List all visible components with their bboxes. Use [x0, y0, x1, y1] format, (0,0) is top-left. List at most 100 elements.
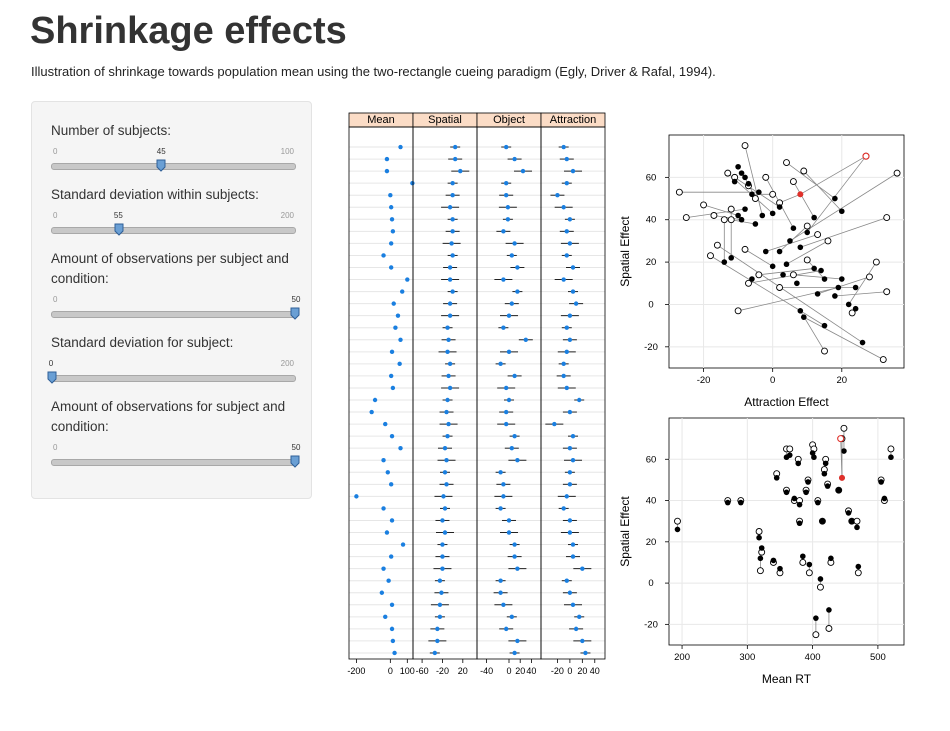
slider-min: 0: [53, 295, 58, 304]
x-tick-label: 100: [400, 666, 415, 676]
panel-frame: [540, 126, 606, 660]
slider-handle[interactable]: [156, 159, 166, 172]
data-point: [386, 578, 391, 583]
data-point: [435, 626, 440, 632]
raw-point: [824, 237, 832, 245]
shrunk-point: [749, 191, 755, 198]
raw-point: [799, 559, 807, 566]
data-point: [520, 168, 526, 174]
data-point: [512, 373, 517, 379]
shrunk-point: [800, 314, 807, 320]
x-tick-label: -200: [347, 666, 365, 676]
shrunk-point: [848, 518, 855, 524]
shrunk-point: [738, 499, 744, 506]
data-point: [442, 470, 448, 475]
shrunk-point: [852, 305, 859, 312]
raw-point: [724, 169, 732, 177]
sd-subject-slider[interactable]: [47, 371, 296, 384]
raw-point: [800, 167, 808, 175]
raw-point: [865, 273, 873, 281]
x-tick-label: 200: [674, 652, 690, 663]
obs-subject-slider[interactable]: [51, 455, 300, 468]
data-point: [501, 482, 506, 487]
raw-point: [713, 241, 721, 249]
raw-point: [741, 142, 749, 150]
data-point: [450, 180, 455, 186]
data-point: [512, 650, 517, 656]
shrunk-point: [832, 195, 838, 202]
shrunk-point: [745, 180, 752, 187]
raw-point: [789, 271, 797, 279]
shrunk-point: [794, 280, 800, 287]
subjects-control: Number of subjects: 0 45 100: [51, 121, 296, 172]
data-point: [561, 277, 566, 282]
shrunk-point: [854, 524, 860, 531]
data-point: [449, 241, 454, 246]
raw-point: [727, 205, 735, 213]
x-axis-label: Mean RT: [762, 672, 812, 686]
data-point: [570, 433, 576, 439]
shrunk-point: [814, 291, 821, 297]
data-point: [564, 253, 569, 258]
raw-point: [769, 190, 777, 198]
data-point: [393, 325, 398, 330]
data-point: [381, 506, 386, 511]
data-point: [444, 482, 449, 487]
data-point: [444, 458, 449, 463]
slider-handle[interactable]: [47, 371, 57, 384]
shrunk-point: [859, 339, 866, 346]
data-point: [561, 205, 566, 210]
data-point: [561, 506, 566, 511]
slider-handle[interactable]: [114, 223, 124, 236]
x-tick-label: 20: [458, 666, 468, 676]
sd-subject-control: Standard deviation for subject: 0 200: [47, 333, 296, 384]
y-tick-label: 0: [648, 578, 653, 589]
data-point: [452, 156, 458, 162]
data-point: [506, 518, 512, 523]
shrunk-point: [786, 452, 793, 458]
attraction-scatter-chart: -20 0 20 -20 0 20 40 60 Attraction Effect Spatial…: [620, 134, 905, 409]
shrunk-point: [826, 607, 832, 613]
slider-value: 55: [113, 211, 123, 220]
data-point: [570, 554, 576, 559]
slider-handle[interactable]: [290, 455, 300, 468]
data-point: [567, 482, 573, 487]
raw-point: [803, 222, 811, 230]
x-tick-label: 20: [515, 666, 525, 676]
x-tick-label: 40: [590, 666, 600, 676]
shrunk-point: [811, 214, 817, 221]
shrunk-point: [773, 475, 780, 481]
shrunk-point: [817, 576, 824, 582]
raw-point: [700, 201, 708, 209]
data-point: [439, 590, 444, 595]
data-point: [445, 397, 450, 403]
obs-per-subject-slider[interactable]: [51, 307, 300, 320]
data-point: [400, 542, 406, 547]
slider-value: 45: [156, 147, 166, 156]
shrink-arrow: [793, 181, 815, 218]
data-point: [450, 253, 455, 258]
data-point: [441, 494, 446, 499]
data-point: [397, 361, 402, 367]
data-point: [384, 168, 390, 174]
slider-max: 200: [280, 359, 294, 368]
raw-point: [755, 528, 763, 535]
sd-within-slider[interactable]: [51, 223, 296, 236]
data-point: [389, 433, 395, 439]
data-point: [388, 482, 394, 487]
subjects-slider[interactable]: [51, 159, 296, 172]
data-point: [506, 313, 512, 318]
x-tick-label: -20: [436, 666, 449, 676]
data-point: [498, 506, 503, 511]
data-point: [458, 168, 463, 174]
shrunk-point: [787, 238, 793, 244]
control-label: Standard deviation for subject:: [51, 335, 234, 350]
x-tick-label: -60: [416, 666, 429, 676]
data-point: [388, 193, 393, 198]
raw-point: [872, 258, 880, 266]
slider-handle[interactable]: [290, 307, 300, 320]
data-point: [523, 337, 528, 342]
raw-point: [879, 356, 887, 363]
shrink-arrow: [817, 276, 870, 295]
y-tick-label: 60: [646, 172, 657, 183]
